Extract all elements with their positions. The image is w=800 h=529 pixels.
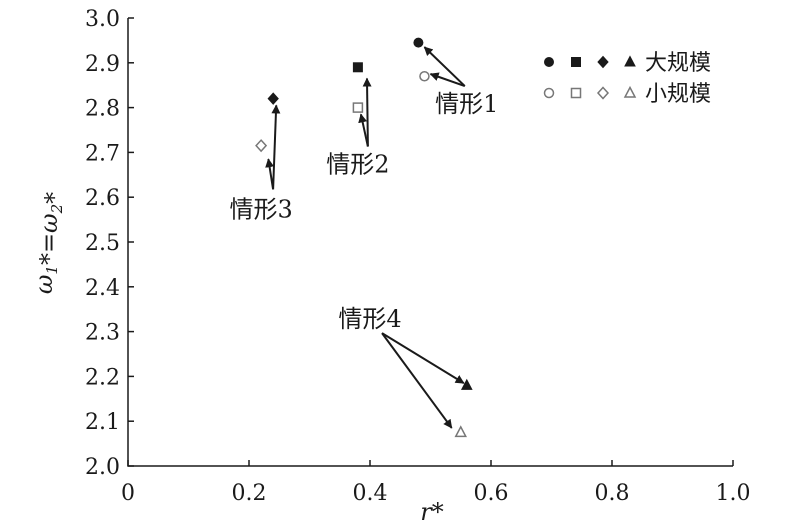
y-tick-label: 2.6: [85, 186, 120, 211]
annotation-arrow: [429, 72, 466, 88]
y-tick-label: 2.3: [85, 321, 120, 346]
legend-label: 小规模: [645, 82, 711, 107]
legend-circle-marker: [544, 57, 554, 67]
y-tick-label: 3.0: [85, 7, 120, 32]
large-scale-circle-point: [413, 37, 424, 48]
legend-square-marker: [571, 57, 581, 67]
x-axis-ticks: 0 0.2 0.4 0.6 0.8 1.0: [121, 460, 751, 506]
annotation-labels: 情形1 情形2 情形3 情形4: [229, 90, 498, 333]
small-scale-diamond-point: [255, 139, 268, 153]
legend-diamond-marker: [597, 55, 609, 69]
y-tick-label: 2.5: [85, 231, 120, 256]
x-tick-label: 0.8: [595, 481, 630, 506]
data-points: [255, 37, 473, 438]
annotation-arrow: [265, 158, 275, 190]
y-tick-label: 2.2: [85, 365, 120, 390]
y-tick-label: 2.8: [85, 97, 120, 122]
annotation-arrow: [271, 104, 281, 190]
annotation-arrow: [423, 46, 466, 87]
annotation-label: 情形1: [435, 90, 498, 118]
annotation-arrow: [381, 332, 465, 384]
y-tick-label: 2.7: [85, 141, 120, 166]
x-tick-label: 0: [121, 481, 135, 506]
x-tick-label: 0.2: [232, 481, 267, 506]
large-scale-diamond-point: [267, 92, 279, 105]
legend-triangle-marker: [623, 85, 637, 98]
y-axis-label: ω1*=ω2*: [30, 192, 68, 294]
y-tick-label: 2.1: [85, 410, 120, 435]
x-tick-label: 0.6: [474, 481, 509, 506]
annotation-arrow: [358, 113, 369, 147]
y-tick-label: 2.4: [85, 276, 120, 301]
y-tick-label: 2.9: [85, 52, 120, 77]
y-tick-label: 2.0: [85, 455, 120, 480]
y-axis-ticks: 2.0 2.1 2.2 2.3 2.4 2.5 2.6 2.7 2.8 2.9 3.0: [85, 7, 134, 480]
large-scale-square-point: [352, 62, 363, 73]
annotation-arrows: [265, 46, 466, 429]
small-scale-circle-point: [419, 70, 430, 82]
y-axis-label-text: ω1*=ω2*: [30, 192, 68, 294]
x-tick-label: 0.4: [353, 481, 388, 506]
legend-triangle-marker: [624, 55, 636, 67]
legend-circle-marker: [543, 87, 555, 99]
large-scale-triangle-point: [460, 378, 473, 390]
annotation-label: 情形2: [326, 151, 389, 179]
x-axis-label-text: r*: [420, 498, 443, 526]
legend-label: 大规模: [645, 51, 711, 76]
small-scale-square-point: [352, 102, 364, 113]
annotation-arrow: [381, 332, 453, 429]
x-tick-label: 1.0: [716, 481, 751, 506]
small-scale-triangle-point: [454, 425, 467, 438]
legend-diamond-marker: [596, 86, 610, 100]
annotation-arrow: [362, 77, 372, 147]
x-axis-label: r*: [420, 498, 443, 526]
annotation-label: 情形3: [229, 195, 292, 223]
legend-square-marker: [570, 87, 582, 99]
annotation-label: 情形4: [338, 305, 401, 333]
